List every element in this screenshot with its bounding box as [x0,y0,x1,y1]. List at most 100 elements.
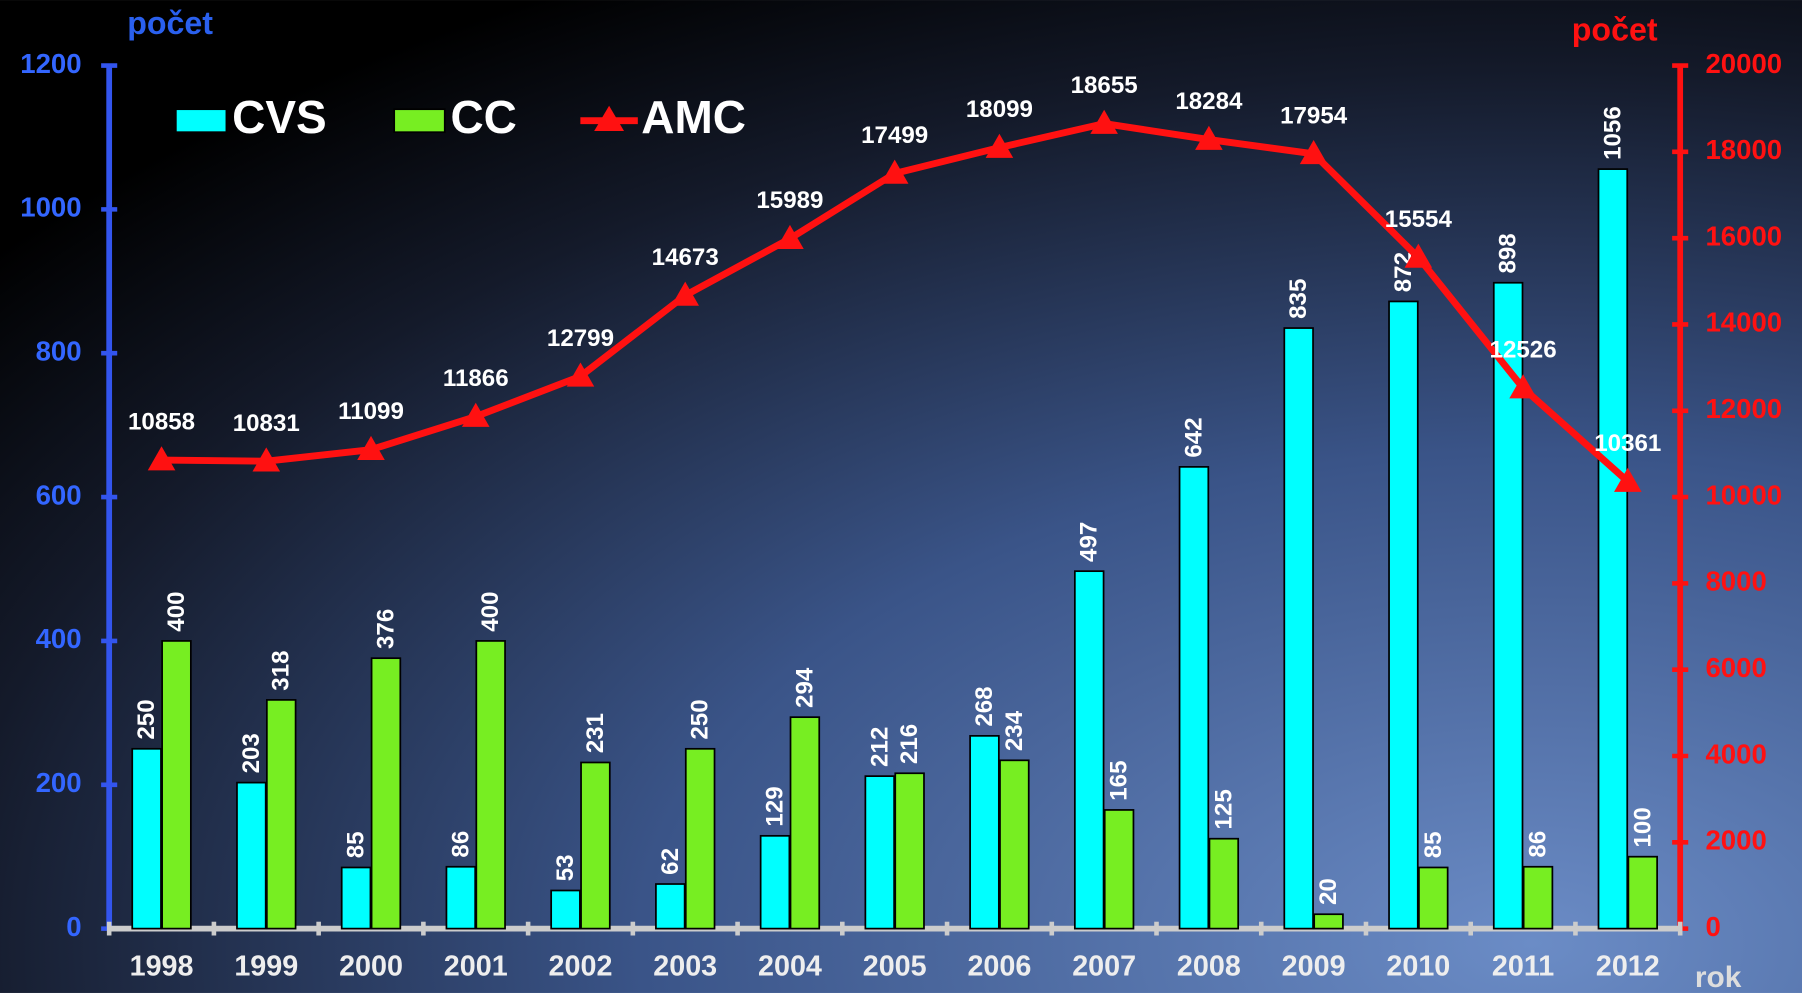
bar [550,889,581,930]
y-tick-label: 400 [36,623,82,654]
y2-tick-label: 12000 [1705,393,1782,424]
marker [880,159,909,184]
data-label: 497 [1076,522,1103,562]
y2-tick-label: 10000 [1705,479,1782,510]
bar [1103,809,1135,930]
data-label: 85 [1420,831,1447,858]
data-label: 216 [896,724,923,764]
data-label: 642 [1180,417,1207,457]
bar [370,657,402,930]
x-tick-label: 2001 [444,950,508,982]
bar [759,834,791,930]
y-tick-label: 0 [66,911,81,942]
data-label: 10361 [1594,430,1661,457]
data-label: 10858 [128,409,195,436]
marker [671,281,700,306]
bar [1073,570,1105,930]
x-tick-label: 2002 [549,950,613,982]
data-label: 125 [1210,789,1237,829]
data-label: 85 [343,831,370,858]
x-tick-label: 2006 [967,950,1031,982]
marker [1509,374,1537,399]
data-label: 250 [133,699,160,739]
bar [1597,168,1629,930]
x-tick-label: 2000 [339,950,403,982]
marker [1195,125,1223,150]
data-label: 203 [238,733,265,773]
x-tick-label: 2009 [1282,950,1346,982]
data-label: 14673 [652,244,719,271]
data-label: 212 [866,727,893,767]
bar [445,865,477,930]
data-label: 268 [971,686,998,726]
data-label: 62 [657,848,684,875]
data-label: 15554 [1385,206,1453,233]
x-tick-label: 1998 [130,950,194,982]
marker [1404,243,1433,268]
x-tick-label: 2005 [863,950,927,982]
bar [161,640,192,930]
legend-label: CC [450,91,516,143]
data-label: 250 [687,699,714,739]
x-tick-label: 2003 [653,950,717,982]
bar [340,866,372,930]
data-label: 165 [1106,760,1133,800]
y-axis-title: počet [127,5,213,41]
data-label: 20 [1315,878,1342,905]
y2-tick-label: 8000 [1705,566,1766,597]
marker [1299,140,1328,165]
y2-tick-label: 0 [1705,911,1720,942]
y2-tick-label: 16000 [1705,220,1782,251]
y-tick-label: 1200 [20,48,81,79]
y-tick-label: 1000 [20,192,81,223]
bar [1418,866,1449,930]
y-tick-label: 800 [36,336,82,367]
marker [461,402,490,427]
bar [1313,913,1344,930]
bar [265,699,297,930]
y2-axis-title: počet [1572,12,1658,48]
y2-tick-label: 6000 [1705,652,1766,683]
marker [1614,467,1642,492]
data-label: 53 [552,854,579,881]
legend-label: AMC [641,91,746,143]
y2-tick-label: 14000 [1705,307,1782,338]
x-tick-label: 2011 [1492,950,1554,982]
data-label: 11099 [338,398,404,425]
marker [357,435,385,460]
data-label: 15989 [756,187,823,214]
data-label: 17954 [1280,102,1348,129]
data-label: 318 [268,650,295,690]
marker [1090,109,1118,134]
bar [1522,865,1554,930]
data-label: 18099 [966,96,1033,123]
bar [655,883,686,930]
data-label: 12799 [547,325,614,352]
bar [580,761,611,930]
legend-swatch [594,105,625,132]
legend-label: CVS [232,91,327,143]
bar [131,747,162,930]
bar [1283,327,1314,930]
data-label: 12526 [1490,337,1557,364]
x-tick-label: 1999 [234,950,298,982]
bar [864,775,895,930]
bar [789,716,821,930]
x-tick-label: 2010 [1386,950,1450,982]
x-tick-label: 2004 [758,950,822,982]
legend-swatch [174,108,228,134]
x-tick-label: 2007 [1072,950,1136,982]
data-label: 1056 [1599,106,1626,160]
bar [475,640,506,930]
data-label: 86 [447,831,474,858]
bar [1178,466,1210,930]
bar [969,734,1000,930]
x-tick-label: 2008 [1177,950,1241,982]
y2-tick-label: 2000 [1705,825,1766,856]
bar [1208,837,1240,930]
y2-tick-label: 18000 [1705,134,1782,165]
data-label: 18655 [1071,72,1138,99]
data-label: 100 [1629,807,1656,847]
y2-tick-label: 20000 [1705,48,1782,79]
